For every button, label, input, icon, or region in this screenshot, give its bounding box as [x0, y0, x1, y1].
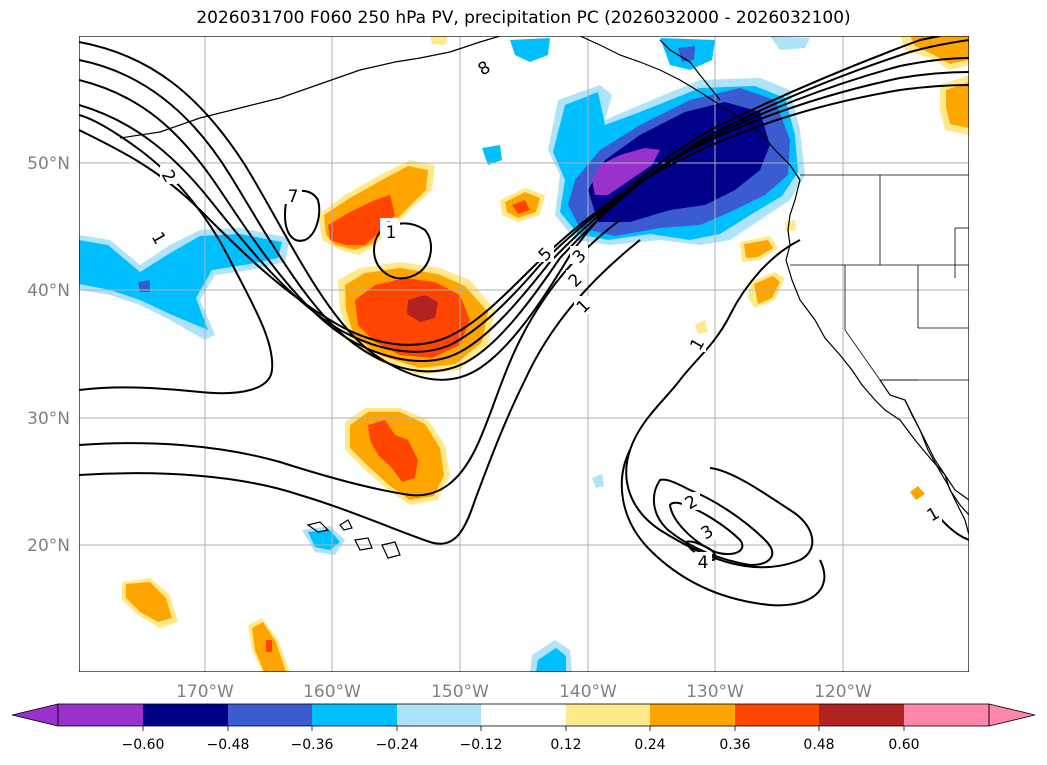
- svg-text:1: 1: [386, 223, 397, 243]
- colorbar-tick-label: −0.60: [122, 737, 165, 753]
- colorbar-tick-label: −0.48: [207, 737, 250, 753]
- colorbar-segment-8: [650, 704, 735, 726]
- negative-anomaly-navy-region: [588, 102, 770, 222]
- lat-label-30: 30°N: [27, 409, 70, 429]
- lon-label-170w: 170°W: [176, 682, 234, 702]
- colorbar-segment-11: [904, 704, 989, 726]
- lon-label-130w: 130°W: [686, 682, 744, 702]
- blue-patch-south-inner: [536, 648, 566, 672]
- positive-feature-central-red: [355, 278, 470, 358]
- colorbar-tick-labels: −0.60 −0.48 −0.36 −0.24 −0.12 0.12 0.24 …: [122, 737, 920, 753]
- western-royal-spot: [138, 280, 150, 292]
- contour-label-4: 4: [694, 552, 712, 573]
- coastlines: [119, 36, 969, 559]
- lon-label-140w: 140°W: [559, 682, 617, 702]
- contour-label-group: 8 7 1 2 1 1 5: [147, 57, 943, 573]
- colorbar-segment-2: [143, 704, 228, 726]
- colorbar-tick-label: −0.12: [460, 737, 503, 753]
- positive-feature-north-red: [328, 195, 395, 245]
- blue-patch-mid: [482, 145, 502, 165]
- contour-label-1f: 1: [924, 503, 943, 526]
- contour-label-7: 7: [284, 186, 302, 207]
- colorbar: −0.60 −0.48 −0.36 −0.24 −0.12 0.12 0.24 …: [11, 703, 1036, 753]
- colorbar-frame: [57, 703, 990, 727]
- colorbar-tick-label: 0.24: [634, 737, 665, 753]
- colorbar-segment-4: [312, 704, 397, 726]
- svg-text:4: 4: [698, 553, 709, 573]
- lat-label-40: 40°N: [27, 281, 70, 301]
- colorbar-tick-label: 0.12: [550, 737, 581, 753]
- contour-label-8: 8: [475, 57, 494, 80]
- positive-feature-small-yellow-4: [430, 36, 448, 45]
- political-borders: [790, 174, 969, 381]
- colorbar-tick-label: 0.36: [719, 737, 750, 753]
- lon-label-150w: 150°W: [431, 682, 489, 702]
- positive-feature-southwest-orange: [126, 582, 172, 622]
- colorbar-segment-9: [735, 704, 819, 726]
- contour-label-2b: 2: [565, 270, 587, 292]
- contour-label-1c: 1: [382, 222, 400, 243]
- positive-feature-coast-1-orange: [744, 240, 773, 258]
- positive-feature-central-darkred: [407, 295, 438, 322]
- contour-label-5: 5: [535, 244, 557, 266]
- lat-label-20: 20°N: [27, 536, 70, 556]
- contour-label-2a: 2: [157, 166, 180, 186]
- colorbar-segment-5: [397, 704, 481, 726]
- blue-patch-top: [510, 38, 550, 62]
- gridlines: [79, 36, 969, 672]
- positive-feature-right-edge-orange: [946, 82, 969, 128]
- lon-label-160w: 160°W: [303, 682, 361, 702]
- colorbar-tick-label: 0.60: [888, 737, 919, 753]
- positive-feature-small-yellow-3: [785, 220, 796, 232]
- map-title: 2026031700 F060 250 hPa PV, precipitatio…: [196, 8, 851, 28]
- contour-label-1d: 1: [573, 296, 595, 318]
- colorbar-tick-label: 0.48: [803, 737, 834, 753]
- contour-label-3b: 3: [698, 521, 717, 544]
- lon-label-120w: 120°W: [814, 682, 872, 702]
- pv-contours: [79, 36, 969, 607]
- western-blue-band: [79, 234, 282, 330]
- colorbar-segment-3: [228, 704, 312, 726]
- contour-label-1e: 1: [686, 334, 709, 354]
- colorbar-segment-1: [58, 704, 143, 726]
- map-content: 8 7 1 2 1 1 5: [79, 36, 969, 672]
- positive-feature-south-red: [368, 420, 418, 482]
- colorbar-tick-label: −0.36: [291, 737, 334, 753]
- colorbar-segment-6: [481, 704, 566, 726]
- svg-text:7: 7: [288, 187, 299, 207]
- blue-patch-small: [592, 474, 604, 488]
- positive-feature-small-yellow-1: [695, 320, 708, 334]
- negative-anomaly-purple-region: [592, 148, 660, 195]
- positive-feature-south-strip-red: [266, 640, 272, 652]
- colorbar-extend-left: [11, 703, 59, 727]
- positive-feature-small-yellow-2: [910, 486, 925, 500]
- colorbar-segment-10: [819, 704, 904, 726]
- positive-feature-small-mid-red: [512, 200, 530, 214]
- contour-label-2c: 2: [682, 491, 701, 514]
- colorbar-segment-7: [566, 704, 650, 726]
- colorbar-extend-right: [988, 703, 1036, 727]
- latitude-labels: 50°N 40°N 30°N 20°N: [27, 154, 70, 556]
- colorbar-tick-label: −0.24: [376, 737, 419, 753]
- lat-label-50: 50°N: [27, 154, 70, 174]
- colorbar-ticks: [142, 726, 905, 731]
- map-background: [79, 36, 969, 672]
- contour-label-1b: 1: [147, 228, 170, 248]
- contour-label-3a: 3: [569, 246, 591, 268]
- longitude-labels: 170°W 160°W 150°W 140°W 130°W 120°W: [176, 682, 872, 702]
- blue-patch-upper-right: [770, 36, 810, 50]
